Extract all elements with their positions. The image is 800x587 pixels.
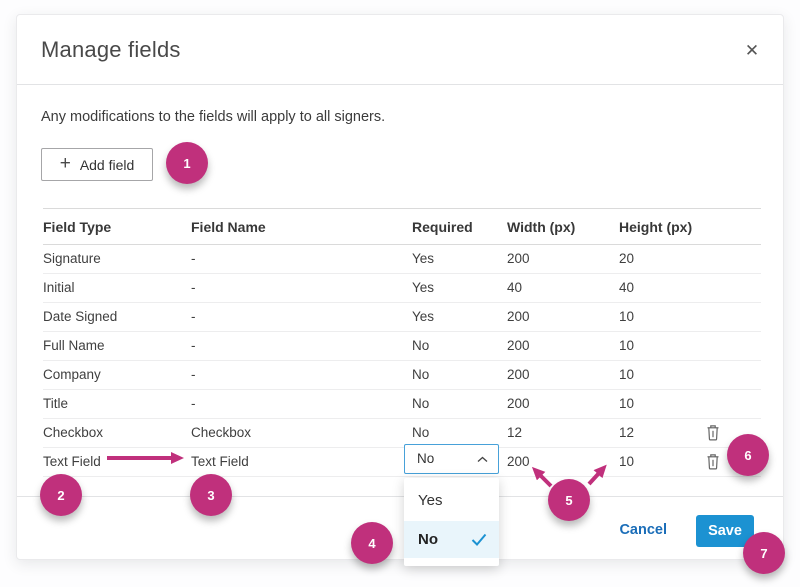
header-required: Required bbox=[412, 219, 473, 235]
annotation-badge-1: 1 bbox=[166, 142, 208, 184]
cell-width: 200 bbox=[507, 338, 530, 353]
save-button[interactable]: Save bbox=[696, 515, 754, 547]
table-row: Company - No 200 10 bbox=[43, 361, 761, 390]
dropdown-option-no-label: No bbox=[418, 531, 438, 548]
cell-width: 200 bbox=[507, 396, 530, 411]
annotation-badge-5: 5 bbox=[548, 479, 590, 521]
cell-width: 40 bbox=[507, 280, 523, 295]
cell-height: 12 bbox=[619, 425, 635, 440]
cell-height: 10 bbox=[619, 454, 635, 469]
add-field-label: Add field bbox=[79, 156, 135, 173]
plus-icon: + bbox=[59, 152, 71, 174]
cell-required: Yes bbox=[412, 309, 435, 324]
table-row: Date Signed - Yes 200 10 bbox=[43, 303, 761, 332]
chevron-up-icon bbox=[477, 456, 488, 462]
cell-height: 40 bbox=[619, 280, 635, 295]
cell-field-type: Signature bbox=[43, 251, 101, 266]
cell-required: Yes bbox=[412, 251, 435, 266]
table-row: Initial - Yes 40 40 bbox=[43, 274, 761, 303]
cell-height: 20 bbox=[619, 251, 635, 266]
cell-required: Yes bbox=[412, 280, 435, 295]
header-width: Width (px) bbox=[507, 219, 576, 235]
cell-width: 12 bbox=[507, 425, 523, 440]
cell-field-name: - bbox=[191, 309, 196, 324]
table-row: Checkbox Checkbox No 12 12 bbox=[43, 419, 761, 448]
cell-width: 200 bbox=[507, 454, 530, 469]
table-row: Signature - Yes 200 20 bbox=[43, 245, 761, 274]
table-row: Full Name - No 200 10 bbox=[43, 332, 761, 361]
cell-height: 10 bbox=[619, 338, 635, 353]
cell-height: 10 bbox=[619, 309, 635, 324]
manage-fields-dialog: Manage fields ✕ Any modifications to the… bbox=[16, 14, 784, 566]
cell-field-type: Text Field bbox=[43, 454, 101, 469]
delete-row-button[interactable] bbox=[703, 424, 723, 444]
annotation-badge-6: 6 bbox=[727, 434, 769, 476]
table-row: Title - No 200 10 bbox=[43, 390, 761, 419]
required-dropdown-menu: Yes No bbox=[404, 478, 499, 566]
cell-field-type: Title bbox=[43, 396, 69, 411]
required-select[interactable]: No bbox=[404, 444, 499, 474]
cell-width: 200 bbox=[507, 309, 530, 324]
cell-height: 10 bbox=[619, 367, 635, 382]
cell-field-type: Date Signed bbox=[43, 309, 118, 324]
cell-field-name: - bbox=[191, 367, 196, 382]
cell-field-name: - bbox=[191, 338, 196, 353]
delete-row-button[interactable] bbox=[703, 453, 723, 473]
checkmark-icon bbox=[471, 533, 487, 546]
required-select-value: No bbox=[417, 451, 435, 466]
cell-field-name: - bbox=[191, 396, 196, 411]
dropdown-option-yes[interactable]: Yes bbox=[418, 492, 443, 509]
fields-table: Field Type Field Name Required Width (px… bbox=[43, 208, 761, 477]
cell-field-type: Company bbox=[43, 367, 101, 382]
annotation-badge-7: 7 bbox=[743, 532, 785, 574]
dialog-footer: Cancel Save bbox=[17, 496, 783, 560]
cell-width: 200 bbox=[507, 367, 530, 382]
cell-required: No bbox=[412, 338, 430, 353]
cell-field-name: - bbox=[191, 280, 196, 295]
dialog-title: Manage fields bbox=[41, 37, 181, 62]
close-button[interactable]: ✕ bbox=[735, 34, 769, 68]
annotation-badge-2: 2 bbox=[40, 474, 82, 516]
cancel-button[interactable]: Cancel bbox=[619, 522, 667, 538]
intro-text: Any modifications to the fields will app… bbox=[41, 109, 386, 125]
cell-field-type: Initial bbox=[43, 280, 75, 295]
close-icon: ✕ bbox=[744, 41, 760, 60]
cell-height: 10 bbox=[619, 396, 635, 411]
add-field-button[interactable]: + Add field bbox=[41, 148, 153, 181]
cell-field-name: - bbox=[191, 251, 196, 266]
cell-required: No bbox=[412, 425, 430, 440]
cell-field-name: Text Field bbox=[191, 454, 249, 469]
table-row: Text Field Text Field 200 10 bbox=[43, 448, 761, 477]
annotation-badge-4: 4 bbox=[351, 522, 393, 564]
annotation-badge-3: 3 bbox=[190, 474, 232, 516]
trash-icon bbox=[707, 425, 719, 441]
header-height: Height (px) bbox=[619, 219, 693, 235]
header-field-name: Field Name bbox=[191, 219, 266, 235]
cell-required: No bbox=[412, 367, 430, 382]
header-field-type: Field Type bbox=[43, 219, 112, 235]
cell-field-type: Full Name bbox=[43, 338, 105, 353]
dialog-header: Manage fields ✕ bbox=[17, 15, 783, 85]
table-header-row: Field Type Field Name Required Width (px… bbox=[43, 208, 761, 245]
cell-field-type: Checkbox bbox=[43, 425, 104, 440]
cell-width: 200 bbox=[507, 251, 530, 266]
dropdown-option-no[interactable]: No bbox=[404, 521, 499, 558]
cell-field-name: Checkbox bbox=[191, 425, 252, 440]
cell-required: No bbox=[412, 396, 430, 411]
trash-icon bbox=[707, 454, 719, 470]
